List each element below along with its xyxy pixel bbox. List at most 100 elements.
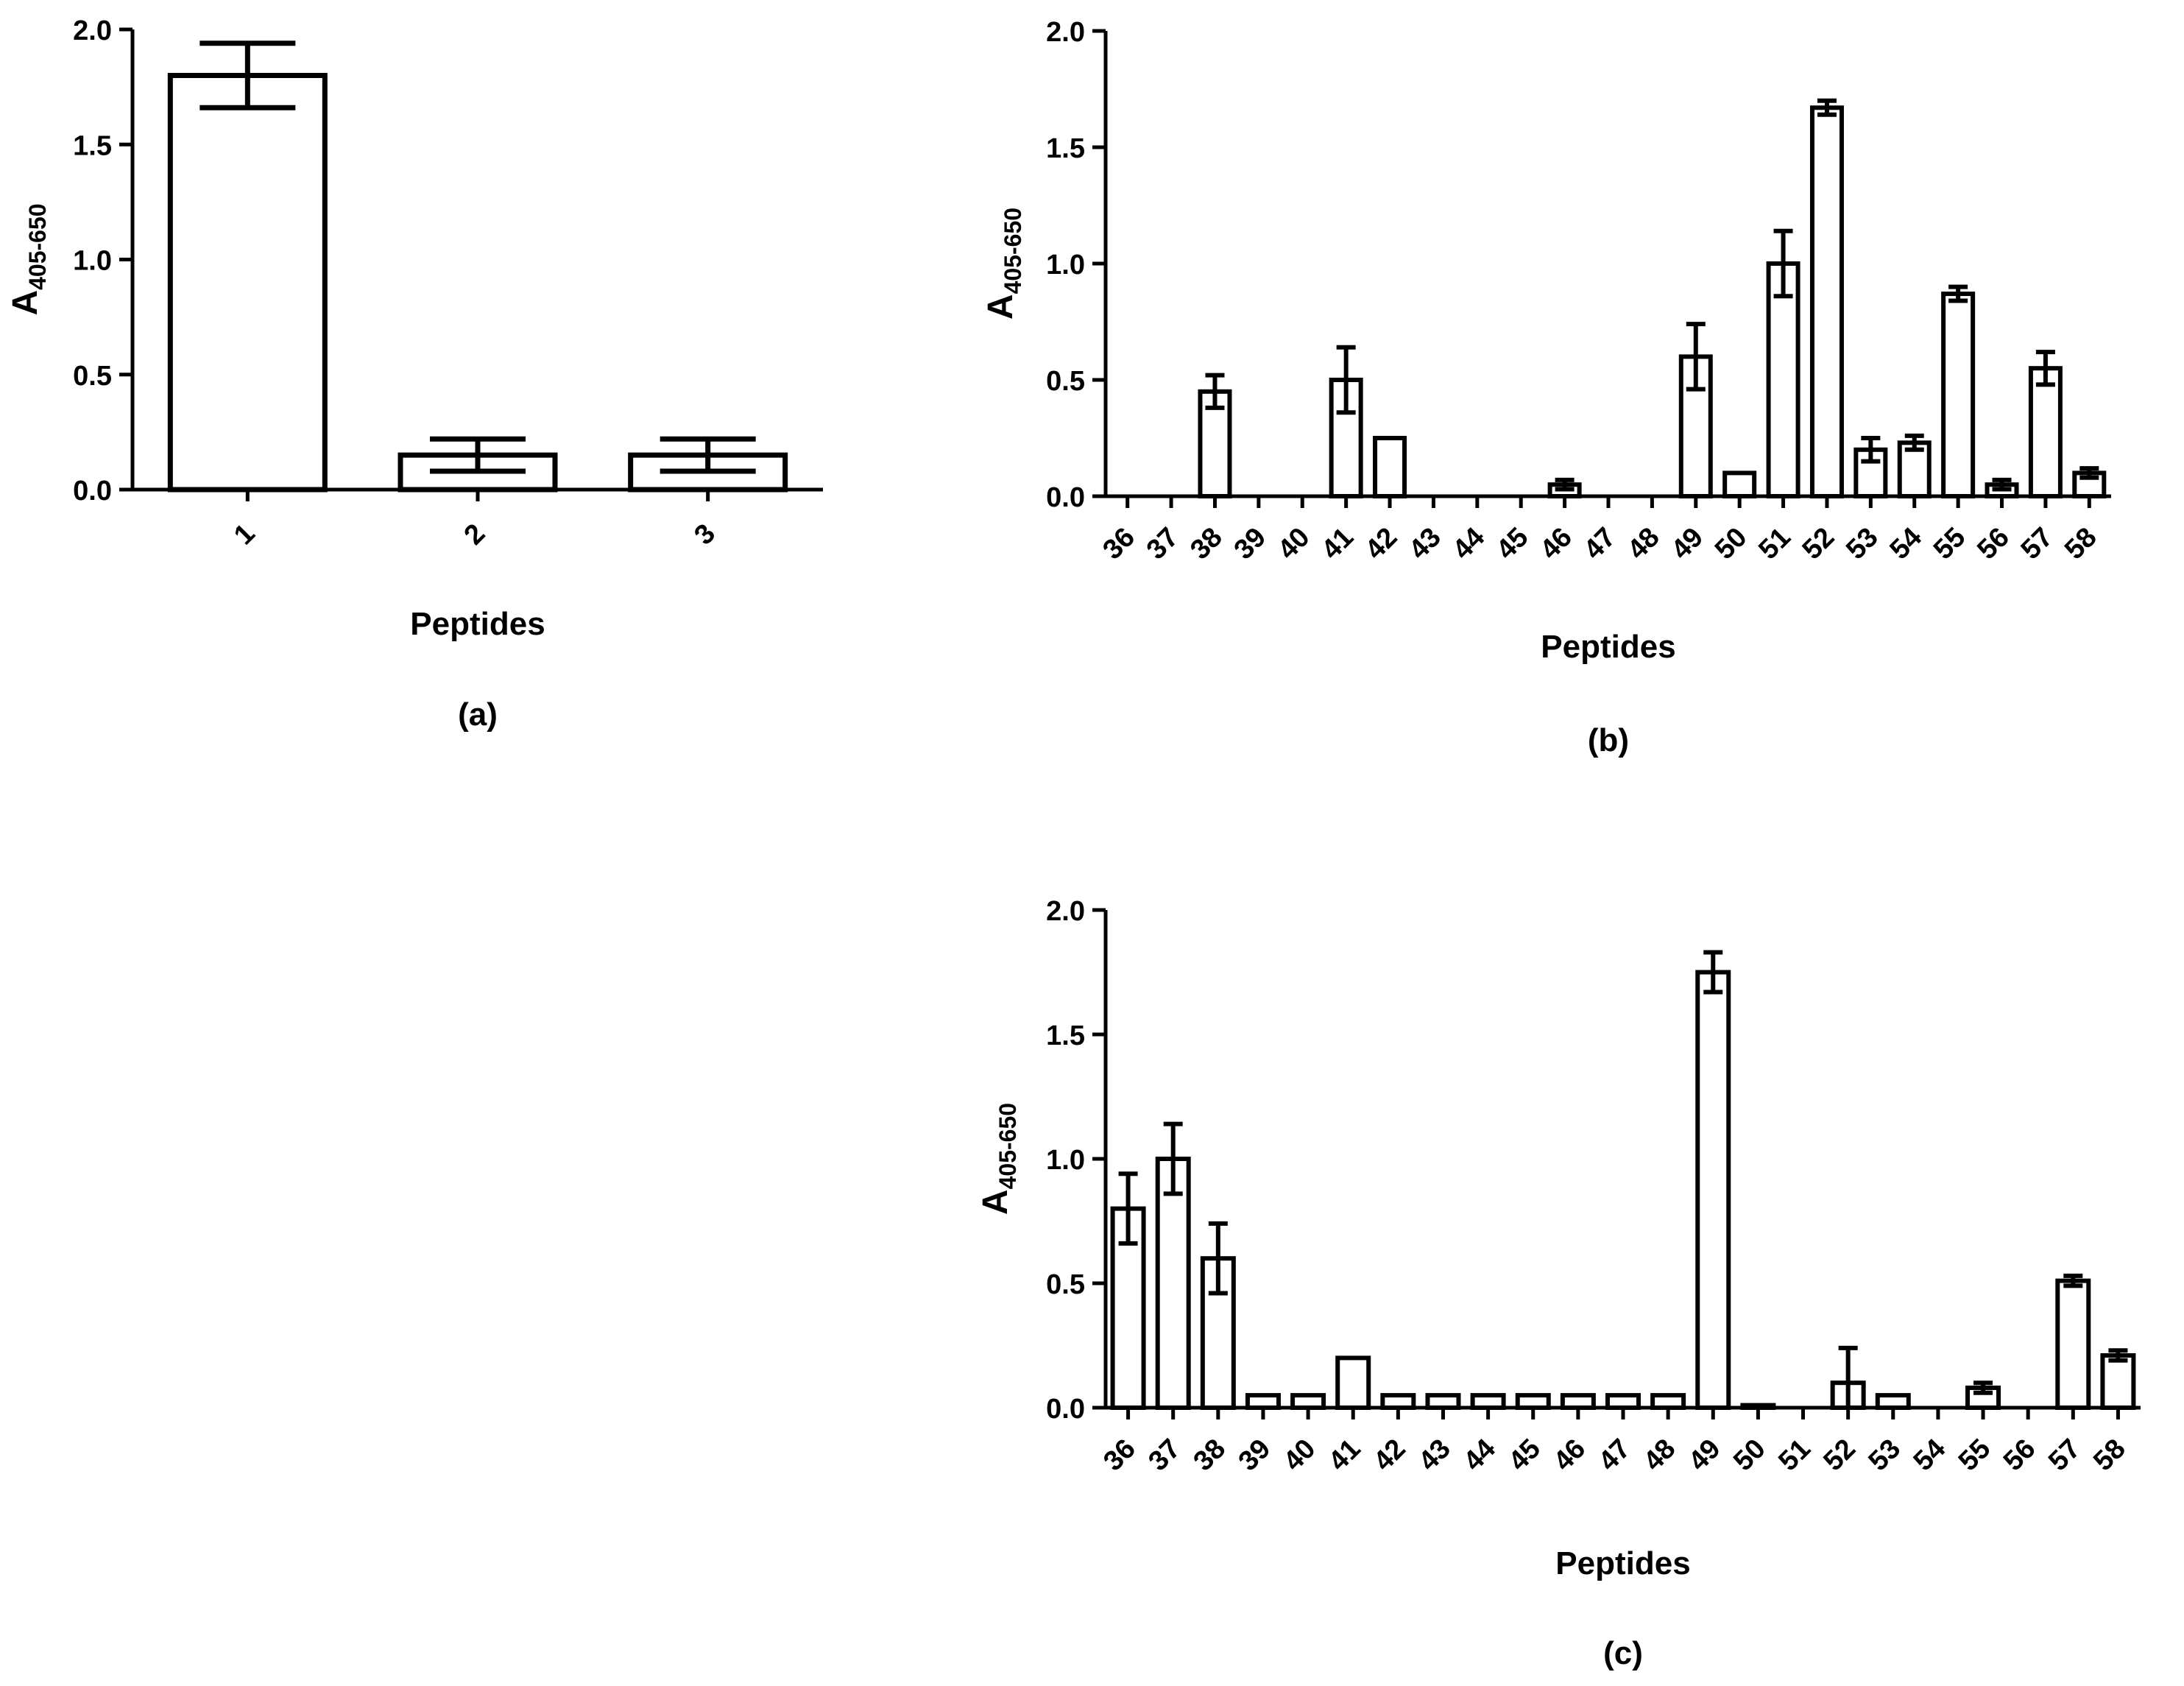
x-tick-label: 44 bbox=[1447, 522, 1491, 566]
x-tick-label: 43 bbox=[1403, 522, 1447, 566]
bar bbox=[1766, 261, 1800, 498]
y-axis-title: A405-650 bbox=[976, 1103, 1021, 1215]
x-axis-title: Peptides bbox=[410, 606, 545, 642]
x-tick-label: 51 bbox=[1753, 522, 1797, 566]
x-tick-label: 50 bbox=[1728, 1433, 1772, 1478]
x-tick-label: 53 bbox=[1840, 522, 1884, 566]
x-tick-label: 48 bbox=[1638, 1433, 1682, 1478]
bar bbox=[1335, 1355, 1371, 1411]
bar bbox=[1941, 292, 1976, 498]
x-tick-label: 53 bbox=[1863, 1433, 1907, 1478]
x-tick-label: 48 bbox=[1622, 522, 1666, 566]
x-tick-label: 49 bbox=[1683, 1433, 1727, 1478]
x-tick-label: 52 bbox=[1797, 522, 1841, 566]
y-tick-label: 0.0 bbox=[73, 476, 112, 507]
y-tick-label: 1.5 bbox=[73, 130, 112, 161]
y-axis-title-subscript: 405-650 bbox=[1000, 208, 1026, 294]
y-axis-title-main: A bbox=[981, 294, 1020, 320]
x-tick-label: 42 bbox=[1360, 522, 1404, 566]
y-tick-label: 2.0 bbox=[1046, 17, 1085, 48]
y-axis-title: A405-650 bbox=[981, 208, 1026, 320]
bar bbox=[2100, 1353, 2136, 1411]
x-tick-label: 45 bbox=[1491, 522, 1535, 566]
bar bbox=[1373, 436, 1407, 498]
x-tick-label: 49 bbox=[1666, 522, 1710, 566]
x-tick-label: 43 bbox=[1413, 1433, 1457, 1478]
y-tick-label: 0.5 bbox=[1046, 1269, 1085, 1300]
x-tick-label: 40 bbox=[1272, 522, 1316, 566]
y-tick-label: 0.5 bbox=[1046, 366, 1085, 397]
bar bbox=[1809, 105, 1844, 498]
y-axis-title-subscript: 405-650 bbox=[24, 203, 51, 289]
bar bbox=[1875, 1393, 1911, 1410]
x-tick-label: 45 bbox=[1503, 1433, 1547, 1478]
x-tick-label: 36 bbox=[1098, 1433, 1142, 1478]
bar bbox=[1470, 1393, 1506, 1410]
y-axis-title: A405-650 bbox=[6, 203, 51, 315]
bar bbox=[1695, 970, 1731, 1410]
x-tick-label: 55 bbox=[1928, 522, 1972, 566]
x-tick-label: 55 bbox=[1953, 1433, 1997, 1478]
x-tick-label: 51 bbox=[1773, 1433, 1817, 1478]
y-tick-label: 2.0 bbox=[1046, 896, 1085, 927]
x-tick-label: 56 bbox=[1971, 522, 2015, 566]
chart-panel-3: 0.00.51.01.52.036 37 38 39 40 41 42 43 44 45 46 47 4… bbox=[976, 896, 2141, 1671]
bar bbox=[1290, 1393, 1326, 1410]
bar bbox=[167, 73, 328, 493]
x-tick-label: 57 bbox=[2015, 522, 2060, 566]
x-tick-label: 38 bbox=[1184, 522, 1229, 566]
bar bbox=[1245, 1393, 1281, 1410]
y-tick-label: 0.0 bbox=[1046, 1394, 1085, 1425]
bar bbox=[1515, 1393, 1551, 1410]
x-tick-label: 39 bbox=[1229, 522, 1273, 566]
x-tick-label: 42 bbox=[1368, 1433, 1412, 1478]
panel-label: (b) bbox=[1588, 722, 1629, 758]
x-tick-label: 44 bbox=[1457, 1433, 1502, 1478]
bar bbox=[1155, 1157, 1191, 1410]
y-tick-label: 0.5 bbox=[73, 361, 112, 392]
y-axis-title-subscript: 405-650 bbox=[994, 1103, 1021, 1189]
x-tick-label: 54 bbox=[1884, 522, 1929, 566]
x-tick-label: 37 bbox=[1141, 522, 1185, 566]
bar bbox=[1605, 1393, 1641, 1410]
bar bbox=[2055, 1278, 2091, 1410]
panel-label: (c) bbox=[1603, 1635, 1643, 1671]
x-tick-label: 46 bbox=[1548, 1433, 1592, 1478]
x-tick-label: 41 bbox=[1323, 1433, 1367, 1478]
x-axis-title: Peptides bbox=[1541, 629, 1675, 665]
x-axis-title: Peptides bbox=[1555, 1545, 1690, 1581]
y-tick-label: 2.0 bbox=[73, 15, 112, 46]
x-tick-label: 52 bbox=[1817, 1433, 1862, 1478]
x-tick-label: 54 bbox=[1908, 1433, 1952, 1478]
bar bbox=[2028, 366, 2063, 499]
bar bbox=[1722, 470, 1757, 499]
bar bbox=[1560, 1393, 1596, 1410]
y-tick-label: 1.0 bbox=[1046, 250, 1085, 281]
x-tick-label: 3 bbox=[688, 518, 721, 551]
x-tick-label: 50 bbox=[1709, 522, 1753, 566]
y-axis-title-main: A bbox=[976, 1189, 1015, 1215]
x-tick-label: 37 bbox=[1142, 1433, 1187, 1478]
x-tick-label: 47 bbox=[1578, 522, 1622, 566]
y-tick-label: 1.0 bbox=[73, 246, 112, 277]
x-tick-label: 57 bbox=[2043, 1433, 2087, 1478]
y-tick-label: 1.5 bbox=[1046, 133, 1085, 164]
bar bbox=[1380, 1393, 1416, 1410]
x-tick-label: 39 bbox=[1233, 1433, 1277, 1478]
bar bbox=[1425, 1393, 1461, 1410]
bar bbox=[1740, 1403, 1776, 1410]
x-tick-label: 46 bbox=[1534, 522, 1578, 566]
chart-panel-2: 0.00.51.01.52.036 37 38 39 40 41 42 43 44 45 46 47 4… bbox=[981, 17, 2111, 758]
bar bbox=[1650, 1393, 1686, 1410]
x-tick-label: 41 bbox=[1315, 522, 1360, 566]
y-tick-label: 1.5 bbox=[1046, 1020, 1085, 1051]
chart-panel-1: 0.0 0.5 1.0 1.5 2.0 1 2 3 A405-650 Peptides (a) bbox=[6, 15, 823, 733]
x-tick-label: 1 bbox=[228, 518, 261, 551]
x-tick-label: 40 bbox=[1278, 1433, 1322, 1478]
x-tick-label: 47 bbox=[1593, 1433, 1637, 1478]
x-tick-label: 36 bbox=[1097, 522, 1141, 566]
y-axis-title-main: A bbox=[6, 290, 45, 316]
y-tick-label: 0.0 bbox=[1046, 482, 1085, 513]
panel-label: (a) bbox=[458, 696, 498, 733]
